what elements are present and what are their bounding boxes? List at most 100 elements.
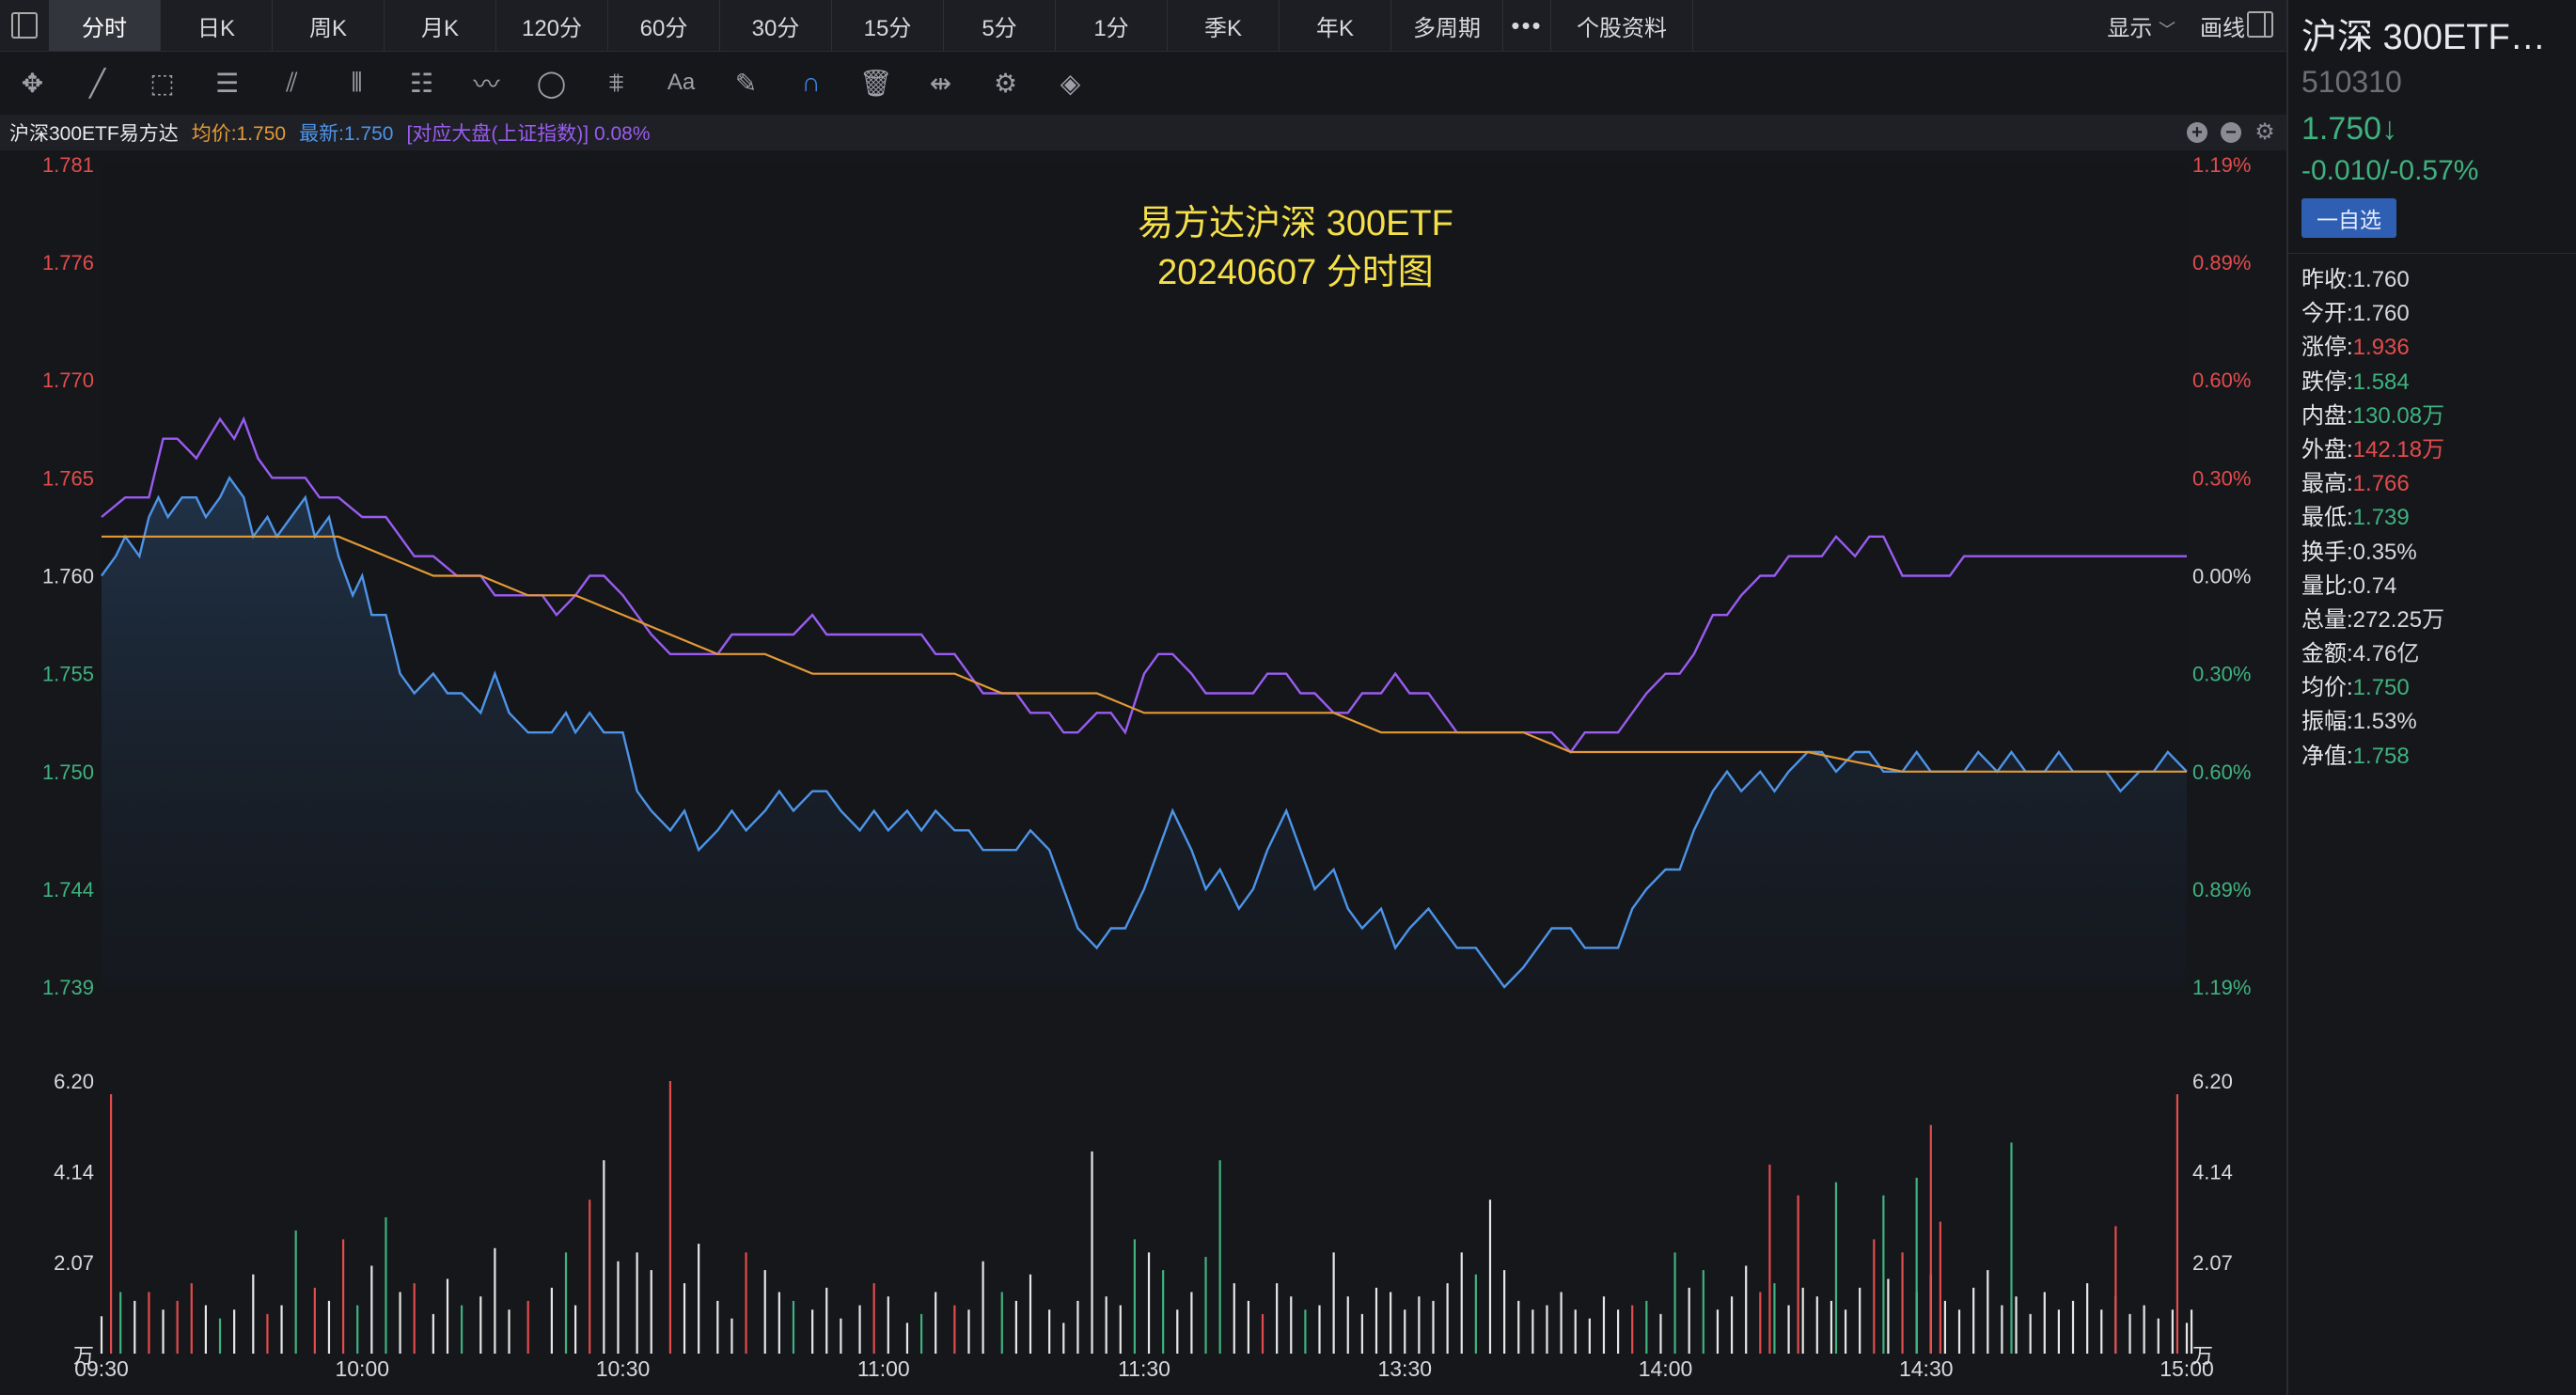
panel-toggle-icon[interactable] bbox=[2247, 11, 2273, 38]
add-favorite-button[interactable]: 一自选 bbox=[2301, 198, 2396, 238]
quote-row: 净值:1.758 bbox=[2301, 740, 2576, 774]
price-tick-label: 1.744 bbox=[42, 878, 94, 901]
zoom-in-icon[interactable]: + bbox=[2187, 122, 2207, 143]
tab-11[interactable]: 年K bbox=[1280, 0, 1391, 51]
quote-value: 0.74 bbox=[2352, 572, 2397, 599]
tab-0[interactable]: 分时 bbox=[49, 0, 161, 51]
time-tick-label: 10:30 bbox=[596, 1356, 651, 1381]
tab-9[interactable]: 1分 bbox=[1056, 0, 1168, 51]
volume-unit-label-right: 万 bbox=[2192, 1344, 2213, 1368]
tab-3[interactable]: 月K bbox=[385, 0, 496, 51]
time-tick-label: 11:30 bbox=[1118, 1356, 1170, 1381]
tab-6[interactable]: 30分 bbox=[720, 0, 832, 51]
quote-value: 1.760 bbox=[2352, 267, 2410, 292]
sidebar-toggle-icon[interactable] bbox=[0, 0, 49, 51]
quote-value: 1.758 bbox=[2352, 743, 2410, 769]
quote-row: 内盘:130.08万 bbox=[2301, 400, 2576, 433]
quote-panel: 沪深 300ETF… 510310 1.750↓ -0.010/-0.57% 一… bbox=[2286, 0, 2576, 1395]
chevron-down-icon: ﹀ bbox=[2159, 20, 2175, 39]
quote-label: 总量: bbox=[2301, 606, 2353, 633]
layers-icon[interactable]: ◈ bbox=[1060, 68, 1081, 98]
display-menu[interactable]: 显示 ﹀ bbox=[2107, 15, 2175, 41]
text-block-icon[interactable]: ☷ bbox=[409, 68, 434, 98]
trash-icon[interactable]: 🗑 bbox=[858, 68, 893, 98]
avg-price-line bbox=[102, 535, 2187, 773]
quote-value: 1.766 bbox=[2352, 471, 2410, 497]
fib-icon[interactable]: ⩨ bbox=[608, 67, 624, 97]
fan-icon[interactable]: ☰ bbox=[214, 68, 240, 98]
last-price-legend: 最新:1.750 bbox=[299, 123, 394, 145]
quote-label: 振幅: bbox=[2301, 709, 2353, 735]
security-name: 沪深300ETF易方达 bbox=[9, 123, 179, 145]
quote-row: 跌停:1.584 bbox=[2301, 366, 2576, 400]
gear-icon[interactable]: ⚙ bbox=[993, 68, 1018, 98]
tab-7[interactable]: 15分 bbox=[832, 0, 944, 51]
pct-tick-label: 0.30% bbox=[2192, 663, 2251, 686]
tab-5[interactable]: 60分 bbox=[608, 0, 720, 51]
tab-12[interactable]: 多周期 bbox=[1391, 0, 1503, 51]
volume-tick-label-right: 4.14 bbox=[2192, 1160, 2233, 1183]
tab-13[interactable]: ••• bbox=[1503, 0, 1551, 51]
pct-tick-label: 1.19% bbox=[2192, 153, 2251, 177]
vlines-icon[interactable]: ⦀ bbox=[351, 67, 363, 97]
circle-icon[interactable]: ◯ bbox=[536, 68, 567, 98]
pct-tick-label: 0.60% bbox=[2192, 760, 2251, 784]
quote-label: 换手: bbox=[2301, 539, 2353, 565]
quote-label: 内盘: bbox=[2301, 402, 2353, 429]
parallel-icon[interactable]: ⫽ bbox=[286, 67, 298, 97]
volume-tick-label: 2.07 bbox=[54, 1251, 94, 1275]
quote-label: 净值: bbox=[2301, 743, 2353, 769]
volume-tick-label-right: 6.20 bbox=[2192, 1070, 2233, 1093]
pct-tick-label: 0.60% bbox=[2192, 368, 2251, 392]
period-tabbar: 分时 日K 周K 月K 120分 60分 30分 15分 5分 1分 季K 年K 多周期 ••• 个股资料 … bbox=[0, 0, 2286, 52]
crosshair-icon[interactable]: ✥ bbox=[21, 68, 44, 98]
measure-icon[interactable]: ⇹ bbox=[929, 68, 952, 98]
pct-tick-label: 1.19% bbox=[2192, 976, 2251, 999]
rect-icon[interactable]: ⬚ bbox=[149, 68, 175, 98]
chart-settings-icon[interactable]: ⚙ bbox=[2254, 119, 2275, 145]
chart-title: 易方达沪深 300ETF bbox=[1138, 204, 1453, 243]
font-icon[interactable]: Aa bbox=[667, 70, 696, 95]
tab-1[interactable]: 日K bbox=[161, 0, 273, 51]
quote-value: 0.35% bbox=[2352, 539, 2417, 565]
price-tick-label: 1.750 bbox=[42, 760, 94, 784]
quote-value: 1.584 bbox=[2352, 368, 2410, 395]
side-change: -0.010/-0.57% bbox=[2301, 155, 2479, 186]
side-security-code: 510310 bbox=[2301, 65, 2402, 99]
tab-2[interactable]: 周K bbox=[273, 0, 385, 51]
pct-tick-label: 0.89% bbox=[2192, 878, 2251, 901]
index-line bbox=[101, 415, 2187, 754]
eraser-icon[interactable]: ✎ bbox=[734, 68, 758, 98]
price-area bbox=[102, 478, 2187, 987]
line-icon[interactable]: ╱ bbox=[89, 68, 105, 98]
tab-4[interactable]: 120分 bbox=[496, 0, 608, 51]
quote-value: 1.760 bbox=[2352, 301, 2410, 327]
price-tick-label: 1.781 bbox=[42, 153, 94, 177]
chart-legend: 沪深300ETF易方达 均价:1.750 最新:1.750 [对应大盘(上证指数… bbox=[0, 115, 2286, 150]
side-last-price: 1.750↓ bbox=[2301, 111, 2398, 147]
zoom-out-icon[interactable]: − bbox=[2221, 122, 2241, 143]
magnet-icon[interactable]: ∩ bbox=[801, 68, 821, 97]
quote-row: 总量:272.25万 bbox=[2301, 603, 2576, 637]
intraday-chart[interactable]: 1.781 1.19% 1.776 0.89% 1.770 0.60% 1.765 0.30%… bbox=[0, 150, 2286, 1395]
tab-8[interactable]: 5分 bbox=[944, 0, 1056, 51]
quote-row: 昨收:1.760 bbox=[2301, 263, 2576, 297]
quote-row: 振幅:1.53% bbox=[2301, 705, 2576, 739]
quote-value: 130.08万 bbox=[2352, 402, 2445, 429]
tab-10[interactable]: 季K bbox=[1168, 0, 1280, 51]
quote-label: 今开: bbox=[2301, 301, 2353, 327]
chart-subtitle: 20240607 分时图 bbox=[1157, 253, 1434, 292]
quote-label: 涨停: bbox=[2301, 335, 2353, 361]
quote-label: 跌停: bbox=[2301, 368, 2353, 395]
quote-row: 最低:1.739 bbox=[2301, 501, 2576, 535]
quote-row: 涨停:1.936 bbox=[2301, 331, 2576, 365]
price-tick-label: 1.739 bbox=[42, 976, 94, 999]
quote-label: 金额: bbox=[2301, 641, 2353, 667]
volume-unit-label: 万 bbox=[73, 1344, 94, 1368]
time-tick-label: 10:00 bbox=[335, 1356, 389, 1381]
time-tick-label: 15:00 bbox=[2160, 1356, 2214, 1381]
wave-icon[interactable]: 〰 bbox=[473, 70, 500, 99]
quote-value: 142.18万 bbox=[2352, 436, 2445, 462]
tab-14[interactable]: 个股资料 bbox=[1551, 0, 1693, 51]
draw-lines-button[interactable]: 画线 bbox=[2200, 15, 2245, 41]
